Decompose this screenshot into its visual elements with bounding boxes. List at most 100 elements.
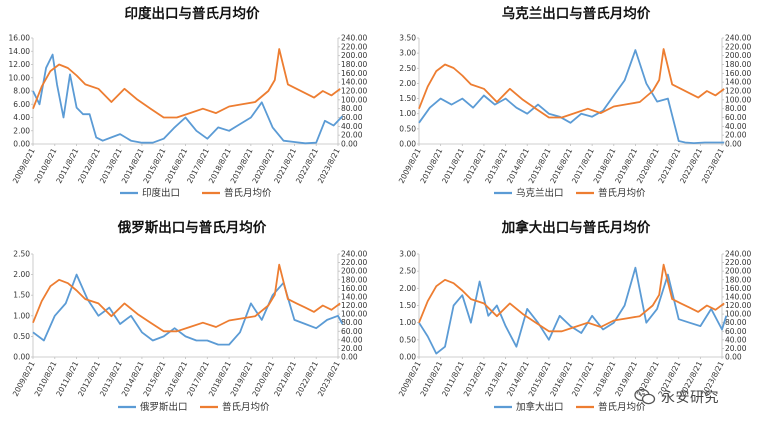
y-right-tick-label: 120.00 bbox=[341, 301, 367, 310]
y-right-tick-label: 220.00 bbox=[725, 258, 751, 267]
y-right-tick-label: 20.00 bbox=[725, 344, 747, 353]
y-right-tick-label: 140.00 bbox=[725, 292, 751, 301]
series-line-export bbox=[32, 273, 344, 346]
y-left-tick-label: 0.50 bbox=[399, 124, 416, 133]
legend-label-price: 普氏月均价 bbox=[224, 187, 272, 199]
y-right-tick-label: 100.00 bbox=[341, 95, 367, 104]
y-left-tick-label: 0.00 bbox=[13, 140, 30, 149]
y-left-tick-label: 4.00 bbox=[13, 113, 30, 122]
y-left-tick-label: 0.50 bbox=[13, 332, 30, 341]
legend-label-export: 俄罗斯出口 bbox=[140, 401, 188, 413]
y-right-tick-label: 20.00 bbox=[341, 131, 363, 140]
legend-label-export: 乌克兰出口 bbox=[516, 187, 564, 199]
chart-panel-3: 俄罗斯出口与普氏月均价0.000.501.001.502.002.500.002… bbox=[11, 219, 368, 413]
series-line-price bbox=[418, 48, 725, 119]
y-right-tick-label: 20.00 bbox=[341, 344, 363, 353]
y-right-tick-label: 160.00 bbox=[341, 69, 367, 78]
y-right-tick-label: 20.00 bbox=[725, 131, 747, 140]
y-left-tick-label: 1.00 bbox=[399, 109, 416, 118]
y-left-tick-label: 1.00 bbox=[399, 318, 416, 327]
y-right-tick-label: 80.00 bbox=[341, 318, 363, 327]
y-right-tick-label: 80.00 bbox=[725, 104, 747, 113]
y-left-tick-label: 14.00 bbox=[9, 47, 31, 56]
y-right-tick-label: 160.00 bbox=[725, 284, 751, 293]
y-right-tick-label: 200.00 bbox=[725, 51, 751, 60]
y-right-tick-label: 180.00 bbox=[725, 60, 751, 69]
y-right-tick-label: 200.00 bbox=[341, 267, 367, 276]
y-left-tick-label: 2.00 bbox=[13, 270, 30, 279]
y-right-tick-label: 120.00 bbox=[341, 87, 367, 96]
y-right-tick-label: 240.00 bbox=[725, 250, 751, 259]
legend-label-price: 普氏月均价 bbox=[598, 401, 646, 413]
legend-label-export: 印度出口 bbox=[142, 187, 180, 199]
y-left-tick-label: 2.00 bbox=[13, 126, 30, 135]
y-left-tick-label: 2.50 bbox=[399, 64, 416, 73]
y-left-tick-label: 1.00 bbox=[13, 311, 30, 320]
chart-title: 乌克兰出口与普氏月均价 bbox=[502, 5, 651, 22]
y-right-tick-label: 220.00 bbox=[725, 42, 751, 51]
y-right-tick-label: 180.00 bbox=[725, 275, 751, 284]
wechat-icon bbox=[634, 388, 656, 405]
series-line-export bbox=[32, 53, 344, 145]
x-tick-label: 2023/8/21 bbox=[316, 147, 342, 185]
y-right-tick-label: 240.00 bbox=[341, 34, 367, 43]
chart-title: 印度出口与普氏月均价 bbox=[125, 5, 260, 22]
y-left-tick-label: 2.00 bbox=[399, 284, 416, 293]
y-right-tick-label: 180.00 bbox=[341, 275, 367, 284]
y-right-tick-label: 40.00 bbox=[725, 122, 747, 131]
y-right-tick-label: 60.00 bbox=[725, 327, 747, 336]
y-left-tick-label: 2.50 bbox=[399, 267, 416, 276]
chart-title: 俄罗斯出口与普氏月均价 bbox=[117, 219, 267, 236]
y-right-tick-label: 100.00 bbox=[341, 310, 367, 319]
y-left-tick-label: 12.00 bbox=[9, 60, 31, 69]
y-right-tick-label: 60.00 bbox=[341, 327, 363, 336]
series-line-price bbox=[418, 263, 725, 333]
y-left-tick-label: 0.00 bbox=[399, 353, 416, 362]
y-right-tick-label: 200.00 bbox=[341, 51, 367, 60]
y-right-tick-label: 160.00 bbox=[341, 284, 367, 293]
y-left-tick-label: 1.50 bbox=[399, 301, 416, 310]
x-tick-label: 2023/8/21 bbox=[700, 147, 726, 185]
y-left-tick-label: 10.00 bbox=[9, 73, 31, 82]
y-left-tick-label: 3.00 bbox=[399, 49, 416, 58]
y-right-tick-label: 240.00 bbox=[725, 34, 751, 43]
y-left-tick-label: 2.50 bbox=[13, 250, 30, 259]
series-line-price bbox=[32, 48, 341, 119]
y-left-tick-label: 6.00 bbox=[13, 100, 30, 109]
y-left-tick-label: 1.50 bbox=[13, 291, 30, 300]
chart-panel-2: 乌克兰出口与普氏月均价 0.00 0.50 1.00 1.50 2.00 2.50 3.00 3… bbox=[397, 5, 752, 199]
x-tick-label: 2023/8/21 bbox=[316, 360, 342, 398]
y-right-tick-label: 140.00 bbox=[341, 292, 367, 301]
legend-label-price: 普氏月均价 bbox=[222, 401, 270, 413]
y-right-tick-label: 240.00 bbox=[341, 250, 367, 259]
series-line-price bbox=[32, 263, 341, 333]
chart-title: 加拿大出口与普氏月均价 bbox=[501, 219, 651, 236]
y-right-tick-label: 140.00 bbox=[725, 78, 751, 87]
y-right-tick-label: 80.00 bbox=[341, 104, 363, 113]
y-right-tick-label: 100.00 bbox=[725, 95, 751, 104]
y-left-tick-label: 2.00 bbox=[399, 79, 416, 88]
y-right-tick-label: 160.00 bbox=[725, 69, 751, 78]
y-right-tick-label: 80.00 bbox=[725, 318, 747, 327]
y-right-tick-label: 220.00 bbox=[341, 42, 367, 51]
y-right-tick-label: 0.00 bbox=[725, 353, 742, 362]
y-right-tick-label: 100.00 bbox=[725, 310, 751, 319]
y-right-tick-label: 120.00 bbox=[725, 87, 751, 96]
y-right-tick-label: 60.00 bbox=[725, 113, 747, 122]
y-right-tick-label: 60.00 bbox=[341, 113, 363, 122]
y-right-tick-label: 180.00 bbox=[341, 60, 367, 69]
chart-panel-1: 印度出口与普氏月均价 0.00 2.00 4.00 6.00 8.00 10.00 12.00… bbox=[9, 5, 368, 199]
y-left-tick-label: 1.50 bbox=[399, 94, 416, 103]
y-right-tick-label: 0.00 bbox=[341, 140, 358, 149]
watermark-text: 永安研究 bbox=[661, 390, 719, 406]
y-right-tick-label: 120.00 bbox=[725, 301, 751, 310]
y-right-tick-label: 0.00 bbox=[341, 353, 358, 362]
y-left-tick-label: 3.50 bbox=[399, 34, 416, 43]
chart-panel-4: 加拿大出口与普氏月均价 0.00 0.50 1.00 1.50 2.00 2.50 3.00 0… bbox=[397, 219, 752, 413]
y-right-tick-label: 0.00 bbox=[725, 140, 742, 149]
y-left-tick-label: 0.00 bbox=[399, 140, 416, 149]
y-left-tick-label: 3.00 bbox=[399, 250, 416, 259]
series-line-export bbox=[418, 266, 728, 355]
y-right-tick-label: 220.00 bbox=[341, 258, 367, 267]
